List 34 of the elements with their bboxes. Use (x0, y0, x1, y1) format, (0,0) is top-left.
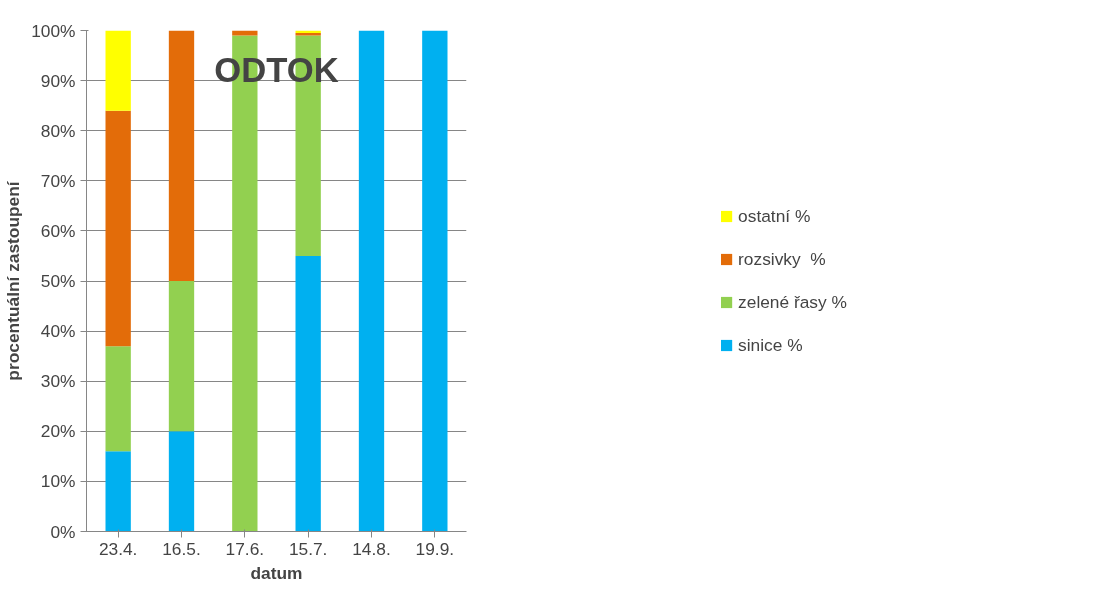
y-tick-label: 40% (40, 321, 76, 342)
bar (358, 30, 385, 532)
bar (105, 110, 131, 347)
legend-label: sinice % (738, 334, 803, 356)
x-tick-label: 19.9. (415, 538, 455, 559)
y-tick-label: 60% (40, 220, 76, 241)
bar (105, 30, 131, 111)
y-tick-label: 100% (31, 20, 76, 41)
bar (168, 431, 195, 532)
bar (168, 281, 195, 432)
x-tick-label: 15.7. (288, 538, 328, 559)
legend-label: zelené řasy % (738, 291, 847, 313)
bar (105, 451, 131, 532)
x-tick-label: 23.4. (98, 538, 138, 559)
bar (295, 255, 321, 532)
bar (232, 30, 258, 36)
y-tick-label: 10% (40, 471, 76, 492)
y-tick-label: 90% (40, 70, 76, 91)
y-tick-label: 30% (40, 371, 76, 392)
y-tick-label: 80% (40, 120, 76, 141)
y-tick-label: 0% (50, 521, 76, 542)
x-tick-label: 17.6. (225, 538, 265, 559)
y-axis-title: procentuální zastoupení (3, 180, 24, 381)
legend-label: ostatní % (738, 205, 811, 227)
legend-label: rozsivky % (738, 248, 826, 270)
bar (422, 30, 448, 532)
bar (105, 346, 131, 452)
x-tick-label: 16.5. (162, 538, 201, 559)
y-tick-label: 50% (40, 271, 76, 291)
y-tick-label: 70% (40, 170, 76, 191)
y-tick-label: 20% (40, 421, 76, 442)
bar (168, 30, 195, 281)
x-axis-title: datum (250, 562, 303, 583)
x-tick-label: 14.8. (352, 538, 391, 559)
